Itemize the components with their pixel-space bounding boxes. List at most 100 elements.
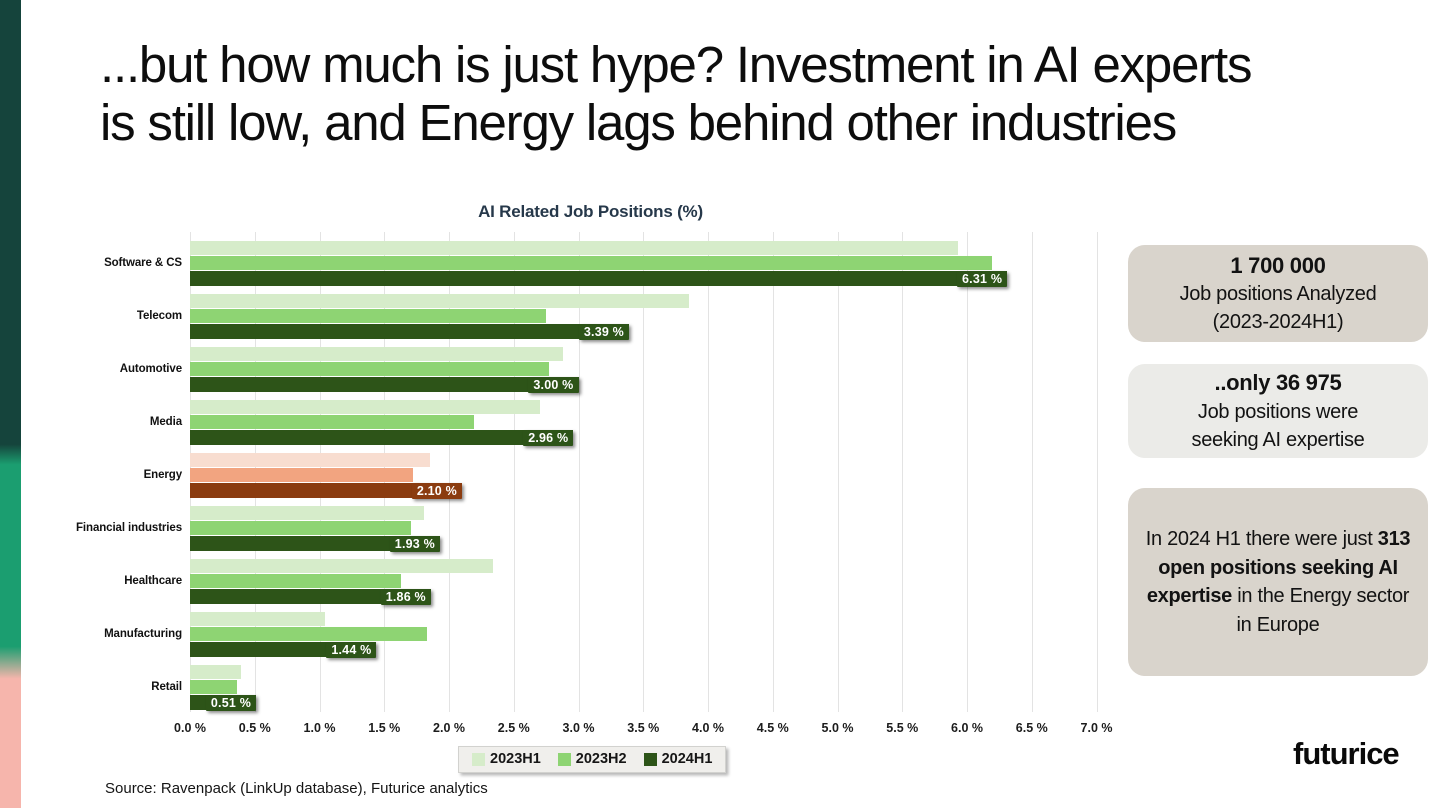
bar-2024h1-media: 2.96 % xyxy=(190,429,574,446)
callout-analyzed: 1 700 000 Job positions Analyzed (2023-2… xyxy=(1128,245,1428,342)
callout-ai-expertise-line1: Job positions were xyxy=(1197,400,1359,423)
bar-2023h1-financial-industries xyxy=(190,506,425,520)
gridline xyxy=(1031,232,1033,712)
x-axis-tick: 6.5 % xyxy=(1015,721,1048,735)
source-note: Source: Ravenpack (LinkUp database), Fut… xyxy=(105,780,488,797)
bar-value-label: 3.00 % xyxy=(528,376,579,393)
bar-value-label: 1.93 % xyxy=(389,535,440,552)
x-axis-tick: 4.0 % xyxy=(692,721,724,735)
x-axis-tick: 1.0 % xyxy=(303,721,336,735)
callout-ai-expertise-number: ..only 36 975 xyxy=(1214,370,1342,396)
x-axis-tick: 3.5 % xyxy=(627,721,660,735)
category-label: Software & CS xyxy=(104,257,182,269)
legend-swatch xyxy=(472,752,485,766)
legend-item-2023h2: 2023H2 xyxy=(557,751,627,767)
slide-title-line1: ...but how much is just hype? Investment… xyxy=(100,36,1253,93)
x-axis-tick: 1.5 % xyxy=(368,721,401,735)
category-label: Manufacturing xyxy=(104,628,182,640)
legend-swatch xyxy=(557,752,571,766)
gridline xyxy=(1096,232,1098,712)
slide-title-line2: is still low, and Energy lags behind oth… xyxy=(100,93,1177,151)
legend-swatch xyxy=(643,752,657,766)
bar-2023h1-software-cs xyxy=(190,241,958,255)
gridline xyxy=(578,232,580,712)
bar-2023h1-media xyxy=(190,400,540,414)
callout-energy: In 2024 H1 there were just 313 open posi… xyxy=(1128,488,1428,676)
x-axis-tick: 2.5 % xyxy=(497,721,530,735)
x-axis-tick: 0.5 % xyxy=(238,721,271,735)
category-label: Healthcare xyxy=(124,575,182,587)
bar-chart: 0.0 % 0.5 % 1.0 % 1.5 % 2.0 % 2.5 % 3.0 % 3.5 %… xyxy=(76,232,1112,735)
category-row: Financial industries 1.93 % xyxy=(76,497,1110,552)
bar-2023h1-automotive xyxy=(190,347,563,361)
x-axis-tick: 5.5 % xyxy=(886,721,919,735)
gridline xyxy=(967,232,968,712)
bar-2024h1-software-cs: 6.31 % xyxy=(190,270,1008,287)
bar-2023h2-healthcare xyxy=(190,574,402,588)
bar-2024h1-automotive: 3.00 % xyxy=(190,376,579,393)
bar-value-label: 2.96 % xyxy=(523,429,574,446)
bar-2023h1-retail xyxy=(190,665,241,679)
category-label: Financial industries xyxy=(76,522,182,534)
gridline xyxy=(902,232,904,712)
callout-ai-expertise: ..only 36 975 Job positions were seeking… xyxy=(1128,364,1428,458)
bar-2023h1-manufacturing xyxy=(190,612,325,626)
bar-2023h1-energy xyxy=(190,453,430,467)
x-axis-tick: 3.0 % xyxy=(562,721,595,735)
legend-label: 2024H1 xyxy=(661,751,713,767)
legend-item-2023h1: 2023H1 xyxy=(472,751,541,767)
category-row: Energy 2.10 % xyxy=(144,444,1110,499)
bar-2023h2-telecom xyxy=(190,309,547,323)
bar-2024h1-retail: 0.51 % xyxy=(190,694,257,711)
category-row: Manufacturing 1.44 % xyxy=(104,603,1110,658)
gridline xyxy=(449,232,450,712)
bar-2023h2-manufacturing xyxy=(190,627,427,641)
chart-title: AI Related Job Positions (%) xyxy=(478,202,703,221)
category-label: Automotive xyxy=(119,363,182,375)
gridline xyxy=(643,232,645,712)
x-axis-tick: 5.0 % xyxy=(821,721,854,735)
bar-2024h1-telecom: 3.39 % xyxy=(190,323,629,340)
gridline xyxy=(837,232,839,712)
category-row: Media 2.96 % xyxy=(150,391,1110,446)
callout-ai-expertise-line2: seeking AI expertise xyxy=(1191,428,1365,451)
gridline xyxy=(772,232,774,712)
callout-analyzed-number: 1 700 000 xyxy=(1230,252,1326,278)
bar-2024h1-energy: 2.10 % xyxy=(190,482,462,499)
x-axis-tick: 6.0 % xyxy=(951,721,983,735)
category-label: Telecom xyxy=(136,310,182,322)
futurice-logo: futurice xyxy=(1293,736,1400,771)
category-row: Software & CS 6.31 % xyxy=(104,232,1110,287)
legend: 2023H1 2023H2 2024H1 xyxy=(458,746,727,773)
x-axis-tick: 2.0 % xyxy=(433,721,465,735)
bar-value-label: 2.10 % xyxy=(411,482,462,499)
category-row: Healthcare 1.86 % xyxy=(124,550,1110,605)
callout-analyzed-line1: Job positions Analyzed xyxy=(1179,283,1377,306)
gridline xyxy=(513,232,515,712)
category-label: Energy xyxy=(143,469,182,481)
x-axis-tick: 7.0 % xyxy=(1080,721,1113,735)
category-row: Telecom 3.39 % xyxy=(137,285,1110,340)
legend-label: 2023H1 xyxy=(490,751,541,767)
bar-value-label: 1.86 % xyxy=(380,588,431,605)
legend-item-2024h1: 2024H1 xyxy=(643,751,713,767)
bar-value-label: 0.51 % xyxy=(205,694,257,711)
bar-2023h1-telecom xyxy=(190,294,689,308)
left-accent-stripe xyxy=(0,0,21,808)
legend-label: 2023H2 xyxy=(575,751,627,767)
bar-2023h2-software-cs xyxy=(190,256,992,270)
bar-2024h1-healthcare: 1.86 % xyxy=(190,588,431,605)
x-axis-tick: 4.5 % xyxy=(756,721,789,735)
bar-2023h2-financial-industries xyxy=(190,521,412,535)
bar-value-label: 1.44 % xyxy=(326,641,377,658)
bar-2024h1-manufacturing: 1.44 % xyxy=(190,641,377,658)
category-row: Automotive 3.00 % xyxy=(120,338,1110,393)
bar-2024h1-financial-industries: 1.93 % xyxy=(190,535,440,552)
callout-analyzed-line2: (2023-2024H1) xyxy=(1212,311,1344,334)
callout-energy-text: In 2024 H1 there were just 313 open posi… xyxy=(1145,528,1411,636)
bar-value-label: 6.31 % xyxy=(957,270,1008,287)
x-axis-tick: 0.0 % xyxy=(174,721,206,735)
bar-2023h2-retail xyxy=(190,680,237,694)
bar-2023h2-automotive xyxy=(190,362,549,376)
